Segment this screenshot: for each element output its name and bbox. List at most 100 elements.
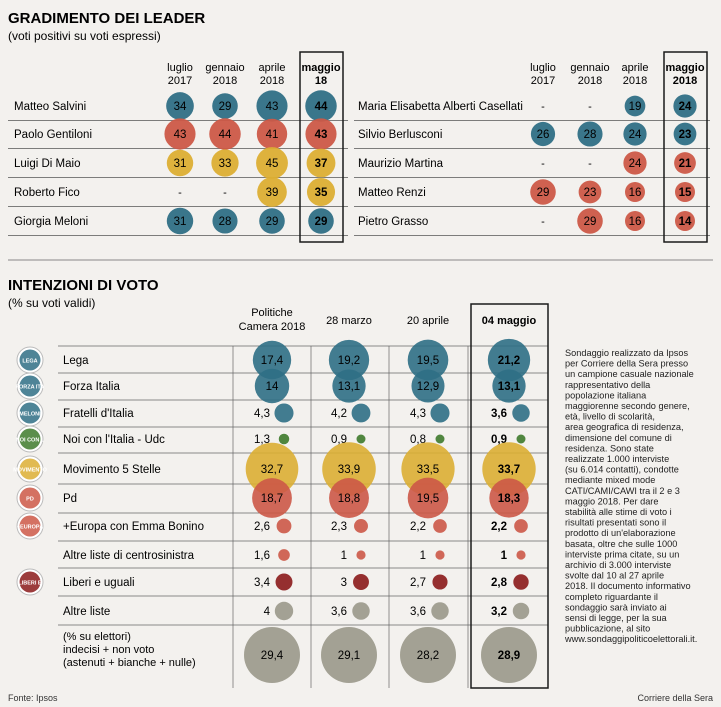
value-label: -	[223, 187, 227, 199]
column-header: maggio	[665, 62, 704, 74]
value-label: 28	[219, 216, 232, 228]
votes-subtitle: (% su voti validi)	[8, 296, 95, 310]
value-bubble	[252, 478, 292, 518]
svg-text:+EUROPA: +EUROPA	[17, 525, 43, 531]
party-logo: MELONI	[16, 399, 44, 427]
value-bubble	[624, 95, 646, 117]
value-bubble	[514, 519, 528, 533]
party-name: Fratelli d'Italia	[63, 408, 134, 420]
value-label: 13,1	[338, 381, 360, 393]
value-bubble	[209, 118, 241, 150]
value-label: 29	[584, 216, 597, 228]
leader-name: Luigi Di Maio	[14, 158, 80, 170]
value-bubble	[328, 339, 370, 381]
value-bubble	[411, 369, 445, 403]
value-bubble	[578, 180, 602, 204]
value-bubble	[430, 403, 450, 423]
value-bubble	[278, 549, 290, 561]
value-bubble	[492, 369, 526, 403]
value-bubble	[353, 574, 369, 590]
value-label: 43	[266, 101, 279, 113]
value-label: 24	[629, 158, 642, 170]
methodology-note: Sondaggio realizzato da Ipsos per Corrier…	[564, 348, 697, 644]
value-label: -	[588, 101, 592, 113]
svg-text:NOI CON L: NOI CON L	[16, 438, 45, 444]
value-label: 13,1	[498, 381, 521, 393]
value-bubble	[329, 478, 369, 518]
svg-text:PD: PD	[26, 497, 34, 503]
value-label: 3,6	[410, 606, 426, 618]
value-bubble	[256, 90, 288, 122]
column-header: 20 aprile	[407, 315, 449, 327]
value-label: 44	[219, 129, 232, 141]
value-bubble	[675, 182, 695, 202]
column-header: 2018	[213, 75, 237, 87]
value-bubble	[164, 118, 196, 150]
party-name: +Europa con Emma Bonino	[63, 521, 204, 533]
column-header: aprile	[622, 62, 649, 74]
value-bubble	[487, 338, 531, 382]
value-label: 26	[537, 129, 550, 141]
value-bubble	[623, 151, 647, 175]
value-bubble	[275, 573, 293, 591]
leader-name: Matteo Renzi	[358, 187, 426, 199]
value-label: 29,1	[338, 650, 360, 662]
value-label: 45	[266, 158, 279, 170]
value-label: 3,6	[491, 408, 507, 420]
party-name: Forza Italia	[63, 381, 120, 393]
value-label: 28	[584, 129, 597, 141]
party-logo: PD	[16, 484, 44, 512]
leaders-highlight-box-left	[299, 51, 344, 243]
value-bubble	[166, 207, 194, 235]
value-bubble	[166, 149, 194, 177]
value-bubble	[254, 368, 290, 404]
leader-name: Matteo Salvini	[14, 101, 86, 113]
value-label: -	[178, 187, 182, 199]
value-bubble	[481, 627, 537, 683]
value-label: 18,3	[498, 493, 520, 505]
value-label: 34	[174, 101, 187, 113]
value-label: 2,6	[254, 521, 270, 533]
value-bubble	[577, 208, 603, 234]
svg-text:LIBERI E: LIBERI E	[18, 581, 42, 587]
value-label: 1	[420, 550, 426, 562]
value-label: 31	[174, 216, 187, 228]
column-header: 28 marzo	[326, 315, 372, 327]
value-label: 24	[629, 129, 642, 141]
value-label: 24	[679, 101, 692, 113]
value-label: 43	[174, 129, 187, 141]
value-bubble	[530, 121, 556, 147]
column-header: 04 maggio	[482, 315, 537, 327]
value-label: 35	[315, 187, 328, 199]
column-header: luglio	[530, 62, 556, 74]
column-header: 2017	[168, 75, 192, 87]
value-label: 12,9	[417, 381, 439, 393]
value-label: 19,5	[417, 355, 439, 367]
value-bubble	[516, 550, 526, 560]
value-label: 4	[264, 606, 271, 618]
value-label: 2,2	[491, 521, 507, 533]
value-label: 21,2	[498, 355, 520, 367]
value-label: 23	[584, 187, 597, 199]
party-name: Pd	[63, 493, 77, 505]
value-bubble	[352, 602, 370, 620]
leader-name: Maria Elisabetta Alberti Casellati	[358, 101, 523, 113]
value-label: 3,6	[331, 606, 347, 618]
column-header: Politiche	[251, 307, 293, 319]
value-bubble	[673, 94, 697, 118]
column-header: 2017	[531, 75, 555, 87]
party-logo: +EUROPA	[16, 512, 44, 540]
value-bubble	[400, 627, 456, 683]
value-bubble	[321, 627, 377, 683]
value-bubble	[433, 519, 447, 533]
value-label: 32,7	[261, 464, 283, 476]
value-label: 33,9	[338, 464, 360, 476]
value-bubble	[308, 208, 334, 234]
value-bubble	[306, 148, 336, 178]
svg-text:FORZA ITA: FORZA ITA	[16, 385, 45, 391]
value-bubble	[356, 550, 366, 560]
value-bubble	[245, 442, 299, 496]
source-label: Fonte: Ipsos	[8, 693, 58, 703]
value-bubble	[351, 403, 371, 423]
